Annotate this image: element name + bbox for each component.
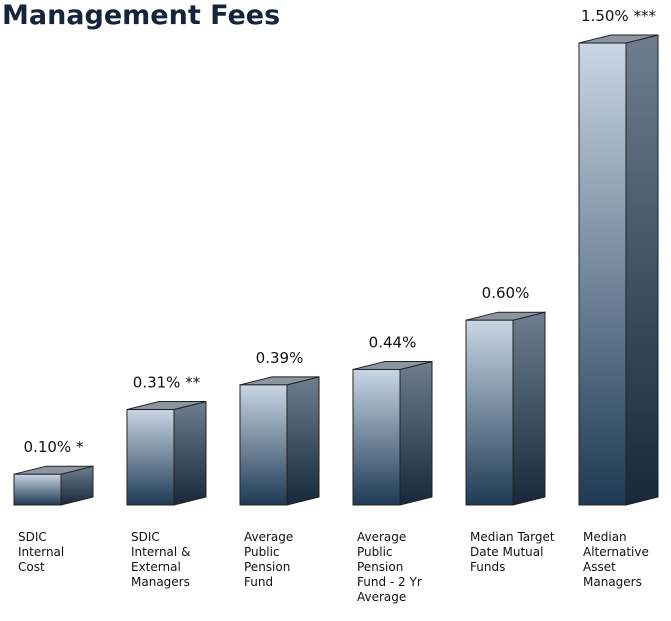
bar-side [173,400,207,506]
bar [239,376,320,506]
value-label: 0.31% ** [133,374,201,392]
bar-front [352,368,401,506]
bar-front [13,473,62,506]
bar [13,465,94,506]
bar-front [465,319,514,506]
category-label: Median Target Date Mutual Funds [470,530,555,574]
category-label: Average Public Pension Fund [244,530,294,589]
bar-front [578,42,627,506]
bar [352,360,433,506]
category-label: Average Public Pension Fund - 2 Yr Avera… [357,530,422,604]
bar-side [512,311,546,506]
bar [578,34,659,506]
category-label: SDIC Internal & External Managers [131,530,191,589]
category-label: Median Alternative Asset Managers [583,530,649,589]
bar-side [286,376,320,506]
bar [126,400,207,506]
value-label: 1.50% *** [581,7,656,25]
bar-front [126,409,175,506]
value-label: 0.10% * [24,438,84,456]
bar-side [625,34,659,506]
value-label: 0.44% [369,333,417,351]
value-label: 0.39% [256,349,304,367]
value-label: 0.60% [482,284,530,302]
bar [465,311,546,506]
bar-front [239,384,288,506]
bar-side [399,360,433,506]
chart-title: Management Fees [2,0,280,31]
category-label: SDIC Internal Cost [18,530,65,574]
